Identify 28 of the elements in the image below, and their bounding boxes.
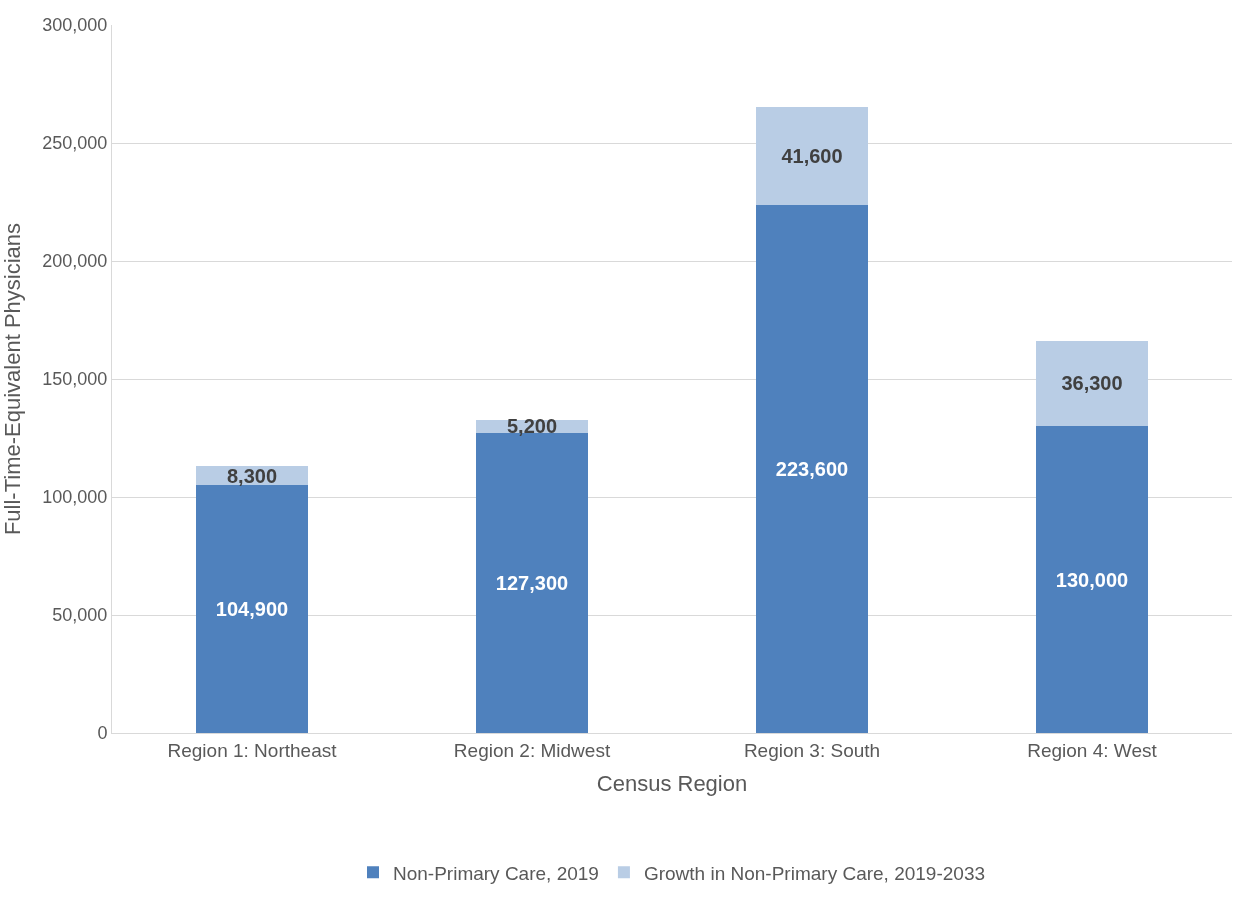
data-label: 127,300 [495,571,569,594]
data-label: 41,600 [781,145,843,168]
data-label: 36,300 [1061,372,1123,395]
y-tick-label: 300,000 [42,15,108,36]
data-label: 5,200 [506,415,558,438]
y-tick-label: 250,000 [42,133,108,154]
data-label: 130,000 [1055,568,1129,591]
y-tick-label: 50,000 [52,605,108,626]
data-label: 104,900 [215,598,289,621]
bar [1036,426,1148,733]
legend-label: Non-Primary Care, 2019 [393,862,599,884]
data-label: 223,600 [775,458,849,481]
x-tick-label: Region 1: Northeast [167,739,338,761]
data-label: 8,300 [226,464,278,487]
y-axis-title: Full-Time-Equivalent Physicians [0,222,26,536]
x-tick-label: Region 2: Midwest [453,739,611,761]
bar [756,205,868,733]
bar [1036,340,1148,427]
y-tick-label: 150,000 [42,369,108,390]
y-tick-label: 0 [97,723,108,744]
x-tick-label: Region 4: West [1027,739,1158,761]
legend-label: Growth in Non-Primary Care, 2019-2033 [643,862,986,884]
bar [756,107,868,206]
y-tick-label: 200,000 [42,251,108,272]
x-tick-label: Region 3: South [743,739,881,761]
y-tick-label: 100,000 [42,487,108,508]
bar [196,485,308,733]
x-axis-title: Census Region [596,770,748,796]
